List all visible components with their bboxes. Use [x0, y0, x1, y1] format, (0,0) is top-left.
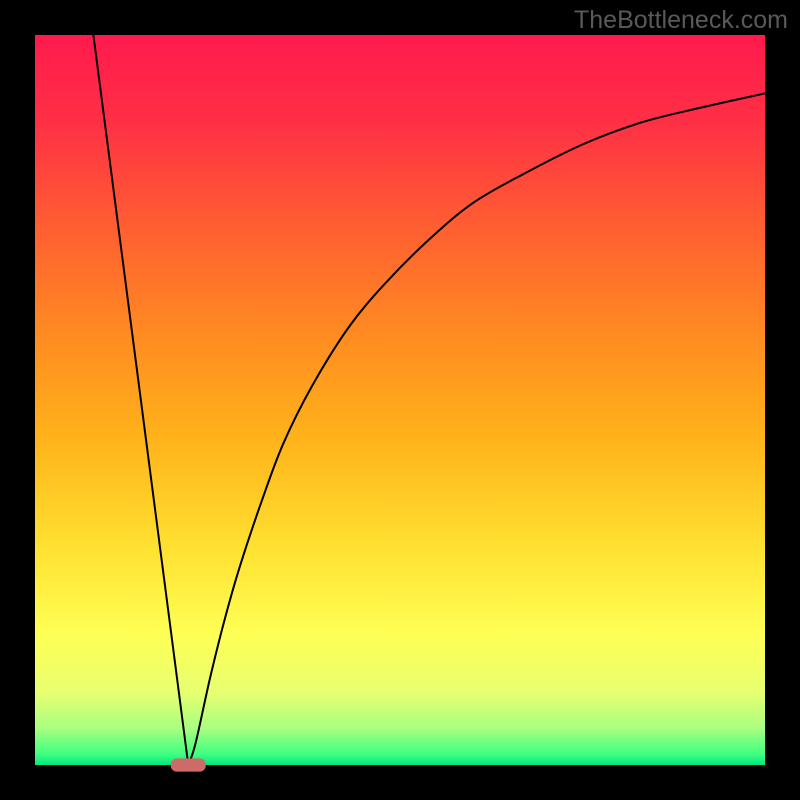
plot-area: [35, 35, 765, 765]
chart-svg: [0, 0, 800, 800]
vertex-marker: [171, 758, 206, 771]
chart-root: TheBottleneck.com: [0, 0, 800, 800]
watermark-text: TheBottleneck.com: [574, 6, 788, 35]
